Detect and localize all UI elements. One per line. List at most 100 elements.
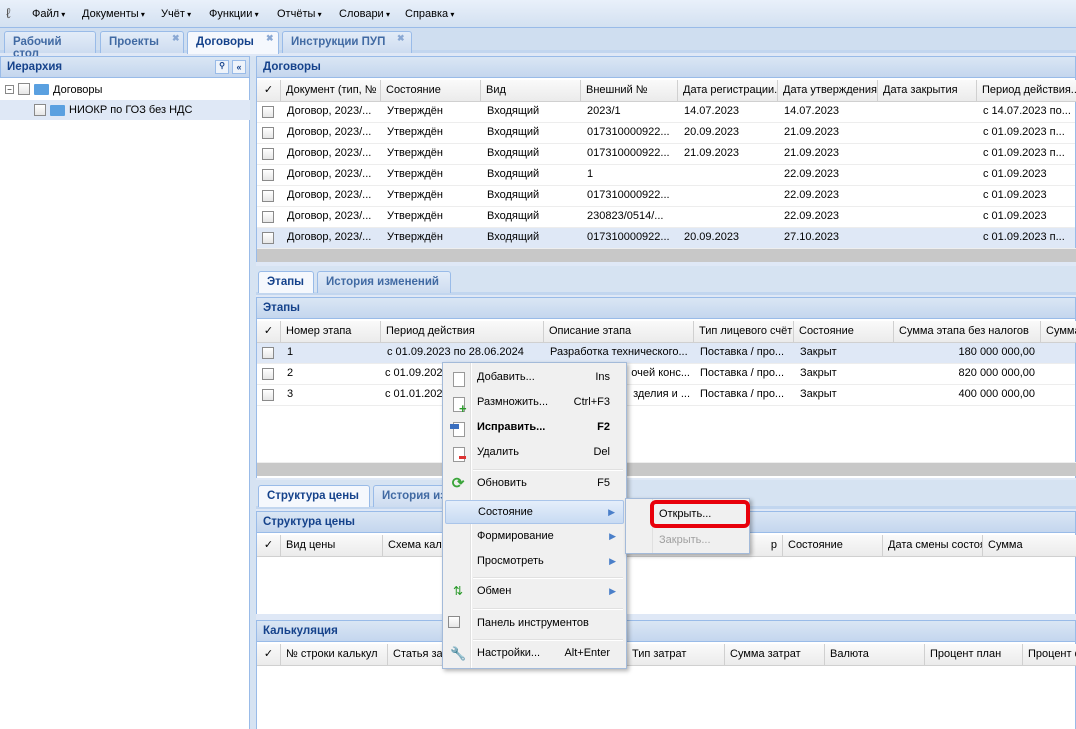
menu-documents[interactable]: Документы [82, 8, 145, 20]
menu-item-forming[interactable]: Формирование ▶ [445, 525, 624, 549]
column-header[interactable]: Дата утверждения [778, 80, 878, 102]
menu-file[interactable]: Файл [32, 8, 65, 20]
tab-desktop[interactable]: Рабочий стол [4, 31, 96, 60]
column-header[interactable]: Дата закрытия [878, 80, 977, 102]
select-all-column[interactable]: ✓ [257, 535, 281, 557]
menu-item-duplicate[interactable]: + Размножить... Ctrl+F3 [445, 391, 624, 416]
row-checkbox[interactable] [262, 347, 274, 359]
column-header[interactable]: Дата смены состоя [883, 535, 983, 557]
splitter[interactable] [250, 56, 256, 729]
column-header[interactable]: Сумма [983, 535, 1076, 557]
menu-item-refresh[interactable]: ⟳ Обновить F5 [445, 472, 624, 496]
column-header[interactable]: Валюта [825, 644, 925, 666]
collapse-node-icon[interactable]: − [5, 85, 14, 94]
column-header[interactable]: Вид [481, 80, 581, 102]
tab-contracts[interactable]: Договоры ✖ [187, 31, 279, 54]
table-row[interactable]: Договор, 2023/... Утверждён Входящий 017310… [257, 123, 1075, 144]
menu-item-delete[interactable]: Удалить Del [445, 441, 624, 465]
column-header[interactable]: Период действия... [977, 80, 1076, 102]
submenu-arrow-icon: ▶ [609, 586, 616, 596]
menu-accounting[interactable]: Учёт [161, 8, 191, 20]
table-row[interactable]: Договор, 2023/... Утверждён Входящий 230823… [257, 207, 1075, 228]
table-row[interactable]: 1 с 01.09.2023 по 28.06.2024 Разработка те… [257, 343, 1075, 364]
column-header[interactable]: Состояние [783, 535, 883, 557]
select-all-column[interactable]: ✓ [257, 644, 281, 666]
tree-node-niokr[interactable]: НИОКР по ГОЗ без НДС [0, 100, 250, 120]
menu-item-open[interactable]: Открыть... [659, 508, 711, 520]
tab-projects[interactable]: Проекты ✖ [100, 31, 184, 53]
tab-price-structure[interactable]: Структура цены [258, 485, 370, 507]
menu-item-exchange[interactable]: ⇅ Обмен ▶ [445, 580, 624, 604]
column-header[interactable]: Статья затр [388, 644, 448, 666]
stages-grid: ✓ Номер этапа Период действия Описание этап… [256, 319, 1076, 478]
column-header[interactable]: Тип лицевого счёт [694, 321, 794, 343]
column-header[interactable]: Сумма этапа без налогов [894, 321, 1041, 343]
column-header[interactable]: Период действия [381, 321, 544, 343]
table-row[interactable]: Договор, 2023/... Утверждён Входящий 2023/1… [257, 102, 1075, 123]
submenu-arrow-icon: ▶ [609, 556, 616, 566]
row-checkbox[interactable] [262, 211, 274, 223]
panel-title: Структура цены [263, 516, 355, 528]
column-header[interactable]: р [683, 535, 783, 557]
tab-instructions[interactable]: Инструкции ПУП ✖ [282, 31, 412, 53]
menu-item-toolbar[interactable]: Панель инструментов [445, 612, 624, 636]
node-checkbox[interactable] [34, 104, 46, 116]
tab-label: Инструкции ПУП [291, 36, 386, 48]
column-header[interactable]: Тип затрат [627, 644, 725, 666]
tree-node-contracts[interactable]: − Договоры [0, 80, 250, 100]
column-header[interactable]: Описание этапа [544, 321, 694, 343]
node-checkbox[interactable] [18, 83, 30, 95]
row-checkbox[interactable] [262, 232, 274, 244]
row-checkbox[interactable] [262, 389, 274, 401]
menu-item-state[interactable]: Состояние ▶ [445, 500, 624, 524]
column-header[interactable]: Сумма затрат [725, 644, 825, 666]
menu-item-add[interactable]: Добавить... Ins [445, 366, 624, 390]
close-icon[interactable]: ✖ [266, 33, 274, 43]
row-checkbox[interactable] [262, 190, 274, 202]
row-checkbox[interactable] [262, 169, 274, 181]
column-header[interactable]: Сумма [1041, 321, 1076, 343]
column-header[interactable]: № строки калькул [281, 644, 388, 666]
menu-dictionaries[interactable]: Словари [339, 8, 390, 20]
menu-functions[interactable]: Функции [209, 8, 259, 20]
table-cell: 820 000 000,00 [958, 367, 1035, 379]
row-checkbox[interactable] [262, 368, 274, 380]
column-header[interactable]: Состояние [794, 321, 894, 343]
column-header[interactable]: Процент план [925, 644, 1023, 666]
column-header[interactable]: Вид цены [281, 535, 383, 557]
table-cell: Договор, 2023/... [287, 231, 372, 243]
select-all-column[interactable]: ✓ [257, 321, 281, 343]
column-header[interactable]: Состояние [381, 80, 481, 102]
column-header[interactable]: Номер этапа [281, 321, 381, 343]
close-icon[interactable]: ✖ [172, 33, 180, 43]
tab-label: Договоры [196, 36, 254, 48]
binoculars-icon[interactable]: ⚲ [215, 60, 229, 74]
menu-help[interactable]: Справка [405, 8, 454, 20]
table-row[interactable]: 3 с 01.01.202 зделия и ... Поставка / про..… [257, 385, 1075, 406]
row-checkbox[interactable] [262, 127, 274, 139]
column-header[interactable]: Внешний № [581, 80, 678, 102]
column-header[interactable]: Документ (тип, № [281, 80, 381, 102]
checkbox-icon[interactable] [448, 616, 460, 628]
tab-stages[interactable]: Этапы [258, 271, 314, 293]
table-row[interactable]: Договор, 2023/... Утверждён Входящий 017310… [257, 144, 1075, 165]
collapse-icon[interactable]: « [232, 60, 246, 74]
menu-item-edit[interactable]: Исправить... F2 [445, 416, 624, 440]
row-checkbox[interactable] [262, 148, 274, 160]
close-icon[interactable]: ✖ [397, 33, 405, 43]
tab-change-history[interactable]: История изменений [317, 271, 451, 293]
row-checkbox[interactable] [262, 106, 274, 118]
horizontal-scrollbar[interactable] [257, 462, 1076, 476]
horizontal-scrollbar[interactable] [257, 248, 1076, 262]
column-header[interactable]: Процент ф [1023, 644, 1076, 666]
table-row[interactable]: Договор, 2023/... Утверждён Входящий 017310… [257, 228, 1075, 249]
column-header[interactable]: Дата регистрации... [678, 80, 778, 102]
select-all-column[interactable]: ✓ [257, 80, 281, 102]
column-header[interactable]: Схема каль [383, 535, 443, 557]
menu-reports[interactable]: Отчёты [277, 8, 322, 20]
table-row[interactable]: Договор, 2023/... Утверждён Входящий 1 22.09… [257, 165, 1075, 186]
menu-item-view[interactable]: Просмотреть ▶ [445, 550, 624, 574]
table-row[interactable]: Договор, 2023/... Утверждён Входящий 017310… [257, 186, 1075, 207]
table-row[interactable]: 2 с 01.09.202 очей конс... Поставка / про..… [257, 364, 1075, 385]
menu-item-settings[interactable]: 🔧 Настройки... Alt+Enter [445, 642, 624, 666]
